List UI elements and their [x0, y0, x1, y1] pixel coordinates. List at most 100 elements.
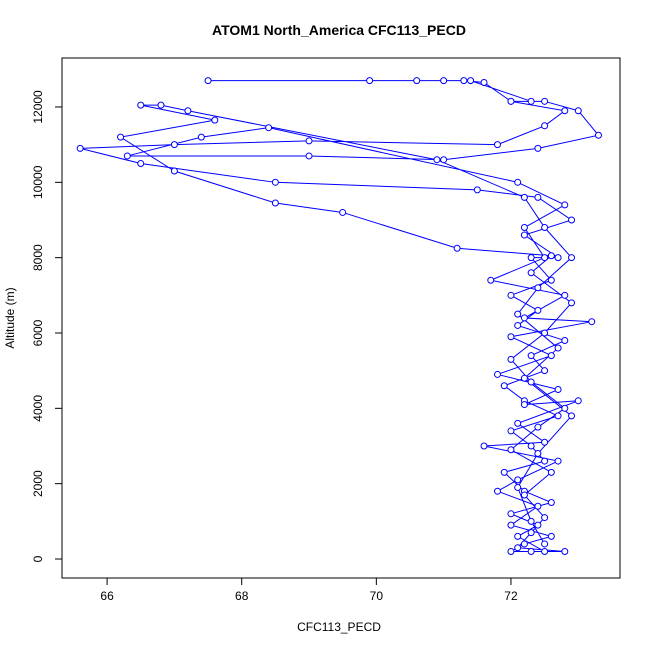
point: [541, 514, 549, 522]
series-line: [80, 80, 600, 552]
x-axis-label: CFC113_PECD: [297, 620, 381, 634]
point: [520, 193, 528, 201]
point: [507, 521, 515, 529]
point: [541, 547, 549, 555]
point: [507, 333, 515, 341]
y-tick-label: 10000: [31, 165, 45, 199]
point: [271, 178, 279, 186]
point: [534, 193, 542, 201]
point: [568, 254, 576, 262]
point: [507, 510, 515, 518]
point: [520, 231, 528, 239]
point: [170, 141, 178, 149]
point: [534, 284, 542, 292]
point: [527, 254, 535, 262]
point: [541, 329, 549, 337]
point: [541, 97, 549, 105]
point: [594, 131, 602, 139]
point: [117, 133, 125, 141]
point: [184, 107, 192, 115]
point: [76, 144, 84, 152]
point: [305, 152, 313, 160]
point: [534, 450, 542, 458]
point: [493, 141, 501, 149]
point: [514, 476, 522, 484]
x-tick-label: 68: [235, 589, 249, 603]
point: [433, 156, 441, 164]
point: [547, 499, 555, 507]
point: [211, 116, 219, 124]
point: [473, 186, 481, 194]
point: [547, 532, 555, 540]
point: [541, 367, 549, 375]
point: [527, 547, 535, 555]
point: [493, 370, 501, 378]
chart-title: ATOM1 North_America CFC113_PECD: [212, 22, 466, 38]
point: [493, 487, 501, 495]
point: [413, 77, 421, 85]
point: [547, 276, 555, 284]
point: [339, 208, 347, 216]
y-axis-label: Altitude (m): [3, 287, 17, 348]
point: [554, 344, 562, 352]
point: [520, 314, 528, 322]
point: [547, 352, 555, 360]
point: [460, 77, 468, 85]
point: [453, 244, 461, 252]
point: [588, 318, 596, 326]
point: [527, 442, 535, 450]
point: [507, 291, 515, 299]
point: [527, 97, 535, 105]
point: [204, 77, 212, 85]
point: [568, 216, 576, 224]
point: [507, 446, 515, 454]
y-tick-label: 12000: [31, 90, 45, 124]
point: [541, 540, 549, 548]
plot-box: [61, 57, 621, 579]
point: [541, 122, 549, 130]
point: [541, 254, 549, 262]
point: [534, 521, 542, 529]
point: [520, 224, 528, 232]
point: [514, 419, 522, 427]
point: [527, 378, 535, 386]
point: [541, 224, 549, 232]
point: [507, 427, 515, 435]
point: [170, 167, 178, 175]
point: [514, 532, 522, 540]
point: [271, 199, 279, 207]
point: [534, 502, 542, 510]
point: [520, 540, 528, 548]
point: [520, 374, 528, 382]
point: [507, 97, 515, 105]
point: [480, 442, 488, 450]
y-tick-label: 0: [31, 555, 45, 562]
point: [561, 547, 569, 555]
point: [520, 401, 528, 409]
point: [547, 252, 555, 260]
point: [568, 299, 576, 307]
point: [527, 269, 535, 277]
x-tick-label: 66: [100, 589, 114, 603]
point: [554, 254, 562, 262]
point: [527, 517, 535, 525]
point: [440, 77, 448, 85]
point: [554, 385, 562, 393]
point: [534, 423, 542, 431]
point: [541, 457, 549, 465]
point: [507, 547, 515, 555]
point: [514, 310, 522, 318]
point: [137, 159, 145, 167]
point: [561, 337, 569, 345]
point: [554, 457, 562, 465]
point: [123, 152, 131, 160]
y-tick-label: 6000: [31, 319, 45, 346]
point: [197, 133, 205, 141]
y-tick-label: 8000: [31, 244, 45, 271]
point: [500, 468, 508, 476]
point: [541, 438, 549, 446]
y-tick-label: 4000: [31, 395, 45, 422]
point: [527, 352, 535, 360]
